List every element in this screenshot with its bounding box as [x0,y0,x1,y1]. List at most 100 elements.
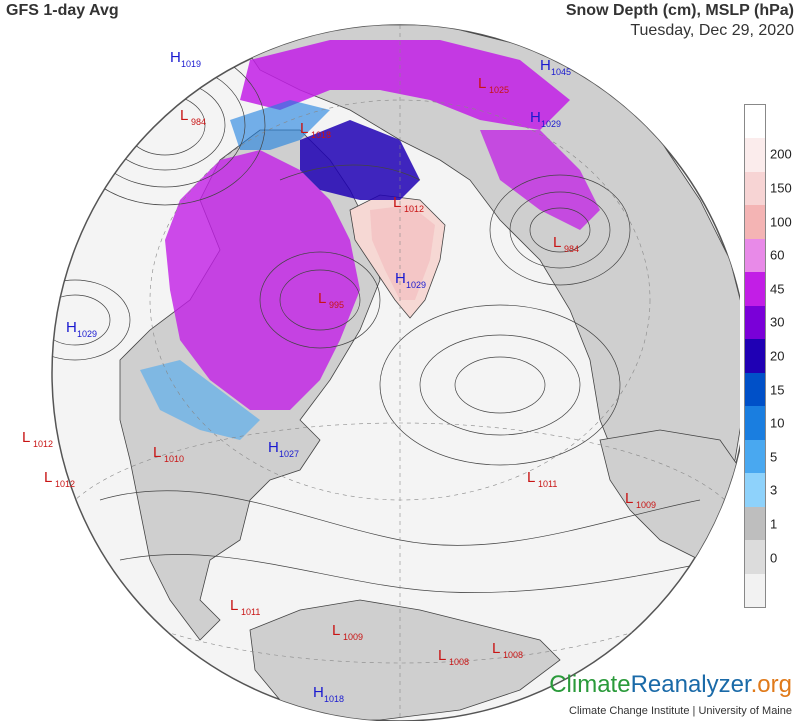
svg-text:L: L [553,234,561,251]
legend-swatch [745,205,765,239]
legend-tick-label: 20 [770,348,785,364]
svg-text:1029: 1029 [406,280,426,290]
low-pressure-label: L 984 [180,107,206,127]
svg-text:1045: 1045 [551,67,571,77]
low-pressure-label: L 1012 [22,429,53,449]
low-pressure-label: L 1012 [393,194,424,214]
svg-text:1019: 1019 [181,59,201,69]
legend-swatch [745,473,765,507]
svg-text:L: L [527,469,535,486]
legend-tick-label: 150 [770,180,792,196]
svg-text:1010: 1010 [164,454,184,464]
svg-text:H: H [170,49,181,66]
low-pressure-label: L 1010 [153,444,184,464]
legend-tick-label: 60 [770,247,785,263]
svg-text:1012: 1012 [55,479,75,489]
svg-text:H: H [313,684,324,701]
snow-canada-purple [165,150,360,410]
low-pressure-label: L 1012 [44,469,75,489]
high-pressure-label: H 1029 [66,319,97,339]
snow-arctic-blue [300,120,420,200]
svg-text:995: 995 [329,300,344,310]
variable-title-block: Snow Depth (cm), MSLP (hPa) Tuesday, Dec… [566,2,794,40]
svg-text:L: L [492,640,500,657]
svg-text:L: L [44,469,52,486]
snow-siberia-purple [480,130,600,230]
legend-tick-label: 0 [770,550,778,566]
low-pressure-label: L 1025 [478,75,509,95]
high-pressure-label: H 1027 [268,439,299,459]
low-pressure-label: L 1018 [300,120,331,140]
legend-swatch [745,339,765,373]
svg-text:984: 984 [564,244,579,254]
svg-text:1011: 1011 [241,607,260,617]
legend-swatch [745,238,765,273]
product-title: GFS 1-day Avg [6,2,119,19]
legend-swatch [745,305,765,340]
svg-text:L: L [180,107,188,124]
svg-text:L: L [478,75,486,92]
svg-text:L: L [393,194,401,211]
legend-swatch [745,272,765,306]
legend-tick-label: 200 [770,146,792,162]
svg-text:H: H [268,439,279,456]
legend-swatch [745,171,765,206]
low-pressure-label: L 1009 [625,490,656,510]
legend-tick-label: 15 [770,382,785,398]
low-pressure-label: L 1008 [438,647,469,667]
legend-swatch [745,105,765,139]
svg-text:1008: 1008 [503,650,523,660]
svg-text:984: 984 [191,117,206,127]
high-pressure-label: H 1045 [540,57,571,77]
legend-tick-label: 5 [770,449,778,465]
brand-part-reanalyzer: Reanalyzer [630,671,751,698]
svg-text:1012: 1012 [404,204,424,214]
svg-text:L: L [625,490,633,507]
svg-text:1008: 1008 [449,657,469,667]
svg-text:L: L [438,647,446,664]
low-pressure-label: L 1011 [230,597,260,617]
legend-tick-label: 10 [770,415,785,431]
legend-swatch [745,573,765,608]
legend-swatch [745,506,765,541]
legend-tick-label: 45 [770,281,785,297]
brand-part-org: .org [750,671,792,698]
svg-text:L: L [318,290,326,307]
svg-text:L: L [300,120,308,137]
svg-text:1018: 1018 [311,130,331,140]
svg-text:1011: 1011 [538,479,557,489]
svg-text:1027: 1027 [279,449,299,459]
svg-text:L: L [22,429,30,446]
low-pressure-label: L 1009 [332,622,363,642]
brand-part-climate: Climate [549,671,631,698]
svg-text:1025: 1025 [489,85,509,95]
legend-swatch [745,372,765,407]
legend-tick-label: 3 [770,482,778,498]
snow-depth-legend-labels: 200 150 100 60 45 30 20 15 10 5 3 1 0 [770,104,800,608]
svg-text:1009: 1009 [343,632,363,642]
svg-text:1018: 1018 [324,694,344,704]
legend-swatch [745,406,765,440]
high-pressure-label: H 1029 [530,109,561,129]
svg-text:H: H [540,57,551,74]
legend-swatch [745,540,765,574]
date-label: Tuesday, Dec 29, 2020 [630,22,794,39]
graticule [52,25,740,721]
svg-text:1029: 1029 [77,329,97,339]
high-pressure-label: H 1029 [395,270,426,290]
svg-text:L: L [153,444,161,461]
variable-title: Snow Depth (cm), MSLP (hPa) [565,2,794,19]
svg-text:1029: 1029 [541,119,561,129]
snow-depth-legend [744,104,766,608]
climate-reanalyzer-logo[interactable]: ClimateReanalyzer.org [549,671,792,699]
legend-tick-label: 30 [770,314,785,330]
legend-swatch [745,138,765,172]
high-pressure-label: H 1018 [313,684,344,704]
legend-tick-label: 1 [770,516,778,532]
svg-text:H: H [530,109,541,126]
low-pressure-label: L 1011 [527,469,557,489]
low-pressure-label: L 1008 [492,640,523,660]
legend-swatch [745,439,765,474]
